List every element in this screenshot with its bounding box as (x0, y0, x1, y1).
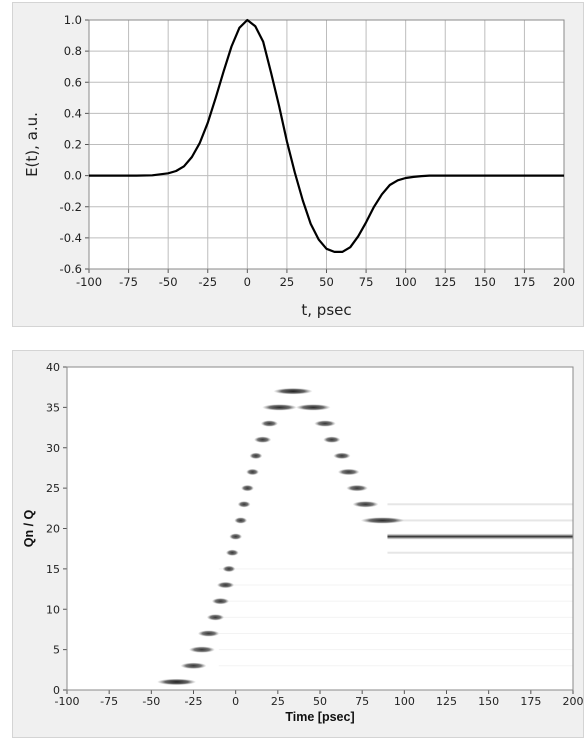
heatmap-blob (180, 662, 207, 669)
heatmap-blob (323, 436, 341, 443)
plot-border (66, 366, 574, 691)
faint-streak (218, 616, 574, 618)
heatmap-blob (333, 452, 351, 460)
charge-spectrogram-chart: -100 -75 -50 -25 0 25 50 75 100 125 150 175 20040353… (22, 361, 584, 724)
plot-border (88, 19, 565, 270)
y-tick-label: 5 (53, 644, 60, 657)
heatmap-blob (225, 549, 239, 556)
x-tick-label: -75 (100, 695, 118, 708)
x-tick-label: -25 (185, 695, 203, 708)
x-tick-label: 75 (355, 695, 369, 708)
y-axis-label: Qn / Q (22, 509, 36, 547)
x-tick-label: 125 (436, 695, 457, 708)
heatmap-blob (314, 420, 336, 427)
y-tick-label: 1.0 (64, 13, 82, 27)
faint-streak (218, 600, 574, 602)
heatmap-blob (260, 420, 278, 427)
heatmap-blob (229, 533, 243, 540)
faint-streak (218, 665, 574, 667)
x-tick-label: 75 (359, 275, 374, 289)
x-tick-label: -50 (142, 695, 160, 708)
heatmap-band (387, 533, 573, 540)
heatmap-blob (211, 597, 230, 605)
charge-spectrogram-panel: -100 -75 -50 -25 0 25 50 75 100 125 150 175 200 40 35 3… (12, 350, 584, 738)
y-tick-label: 20 (46, 523, 60, 536)
faint-streak (387, 503, 573, 506)
y-tick-label: 15 (46, 563, 60, 576)
y-tick-label: -0.4 (60, 231, 82, 245)
heatmap-blob (262, 404, 297, 411)
heatmap-blob (249, 452, 263, 460)
x-tick-label: 100 (394, 695, 415, 708)
heatmap-blob (295, 404, 331, 411)
heatmap-blob (206, 614, 225, 621)
heatmap-blob (157, 678, 197, 686)
heatmap-blob (254, 436, 272, 443)
heatmap-blob (222, 565, 236, 573)
heatmap-blob (234, 517, 248, 524)
x-tick-label: 0 (232, 695, 239, 708)
x-tick-label: 150 (474, 275, 496, 289)
faint-streak (218, 649, 574, 651)
heatmap-blob (246, 468, 259, 476)
x-tick-label: -100 (55, 695, 80, 708)
x-tick-label: 50 (313, 695, 327, 708)
x-tick-label: -25 (198, 275, 217, 289)
waveform-chart-panel: -100 -75 -50 -25 0 25 50 75 100 125 150 175 200 1.0 0.… (12, 2, 584, 327)
x-tick-label: 100 (395, 275, 417, 289)
heatmap-blob (346, 484, 368, 492)
x-tick-label: 50 (319, 275, 334, 289)
y-tick-label: 30 (46, 442, 60, 455)
x-tick-label: 25 (280, 275, 295, 289)
heatmap-blob (188, 646, 215, 653)
waveform-line (89, 18, 564, 253)
heatmap-blob (273, 388, 313, 395)
x-tick-label: 125 (434, 275, 456, 289)
x-tick-label: 200 (553, 275, 575, 289)
x-tick-label: 0 (244, 275, 251, 289)
heatmap-blob (241, 484, 254, 492)
faint-streak (387, 551, 573, 554)
x-tick-label: -50 (159, 275, 178, 289)
waveform-chart: -100 -75 -50 -25 0 25 50 75 100 125 150 175 200 1.0 0.… (23, 13, 575, 319)
faint-streak (218, 632, 574, 634)
x-tick-label: 150 (478, 695, 499, 708)
y-tick-label: 0.2 (64, 138, 82, 152)
x-tick-label: 200 (563, 695, 584, 708)
heatmap-blob (216, 581, 235, 589)
x-tick-label: 175 (513, 275, 535, 289)
y-tick-label: 0.8 (64, 44, 82, 58)
heatmap-blob (237, 501, 251, 508)
plot-area (67, 367, 573, 690)
y-tick-label: 0.4 (64, 106, 82, 120)
heatmap-blob (360, 517, 405, 524)
y-tick-label: 25 (46, 482, 60, 495)
x-tick-label: -75 (119, 275, 138, 289)
x-axis-label: Time [psec] (285, 710, 354, 724)
y-tick-label: 40 (46, 361, 60, 374)
y-tick-label: 35 (46, 401, 60, 414)
x-tick-label: 175 (520, 695, 541, 708)
heatmap-blob (352, 501, 379, 508)
x-tick-label: -100 (76, 275, 102, 289)
y-tick-label: 0 (53, 684, 60, 697)
y-tick-label: 0.6 (64, 75, 82, 89)
y-tick-label: -0.2 (60, 200, 82, 214)
heatmap-blob (337, 468, 360, 476)
y-tick-label: -0.6 (60, 262, 82, 276)
y-tick-label: 0.0 (64, 169, 82, 183)
faint-streak (218, 584, 574, 586)
x-tick-label: 25 (271, 695, 285, 708)
faint-streak (387, 519, 573, 522)
y-tick-label: 10 (46, 603, 60, 616)
x-axis-label: t, psec (301, 301, 351, 319)
y-axis-label: E(t), a.u. (23, 112, 41, 177)
faint-streak (218, 568, 574, 570)
heatmap-blob (197, 630, 220, 637)
